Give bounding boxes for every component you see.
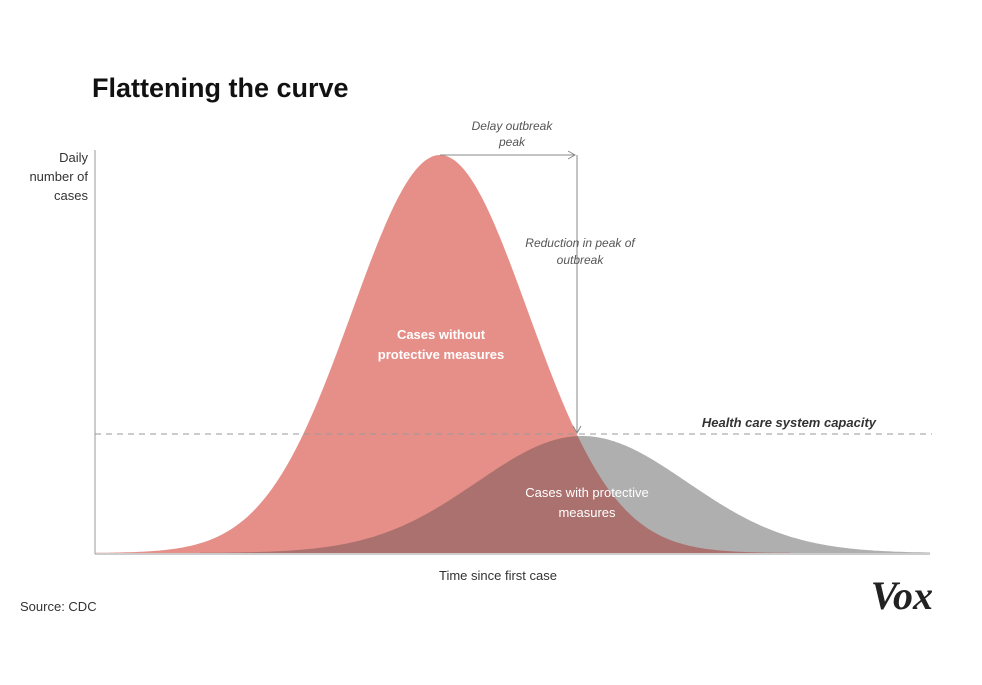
annotation: Delay outbreak <box>472 119 554 133</box>
y-axis-label: Daily <box>59 150 88 165</box>
curve-label: protective measures <box>378 347 504 362</box>
y-axis-label: cases <box>54 188 88 203</box>
annotation: outbreak <box>557 253 605 267</box>
curve-without-measures <box>96 155 790 553</box>
y-axis-label: number of <box>29 169 88 184</box>
curve-label: measures <box>558 505 616 520</box>
arrows <box>440 150 582 435</box>
curve-label: Cases without <box>397 327 486 342</box>
curve-label: Cases with protective <box>525 485 649 500</box>
x-axis-label: Time since first case <box>439 568 557 583</box>
title: Flattening the curve <box>92 73 349 103</box>
annotation: peak <box>498 135 526 149</box>
logo: Vox <box>871 573 933 618</box>
source: Source: CDC <box>20 599 97 614</box>
annotation: Reduction in peak of <box>525 236 636 250</box>
capacity-label: Health care system capacity <box>702 415 877 430</box>
